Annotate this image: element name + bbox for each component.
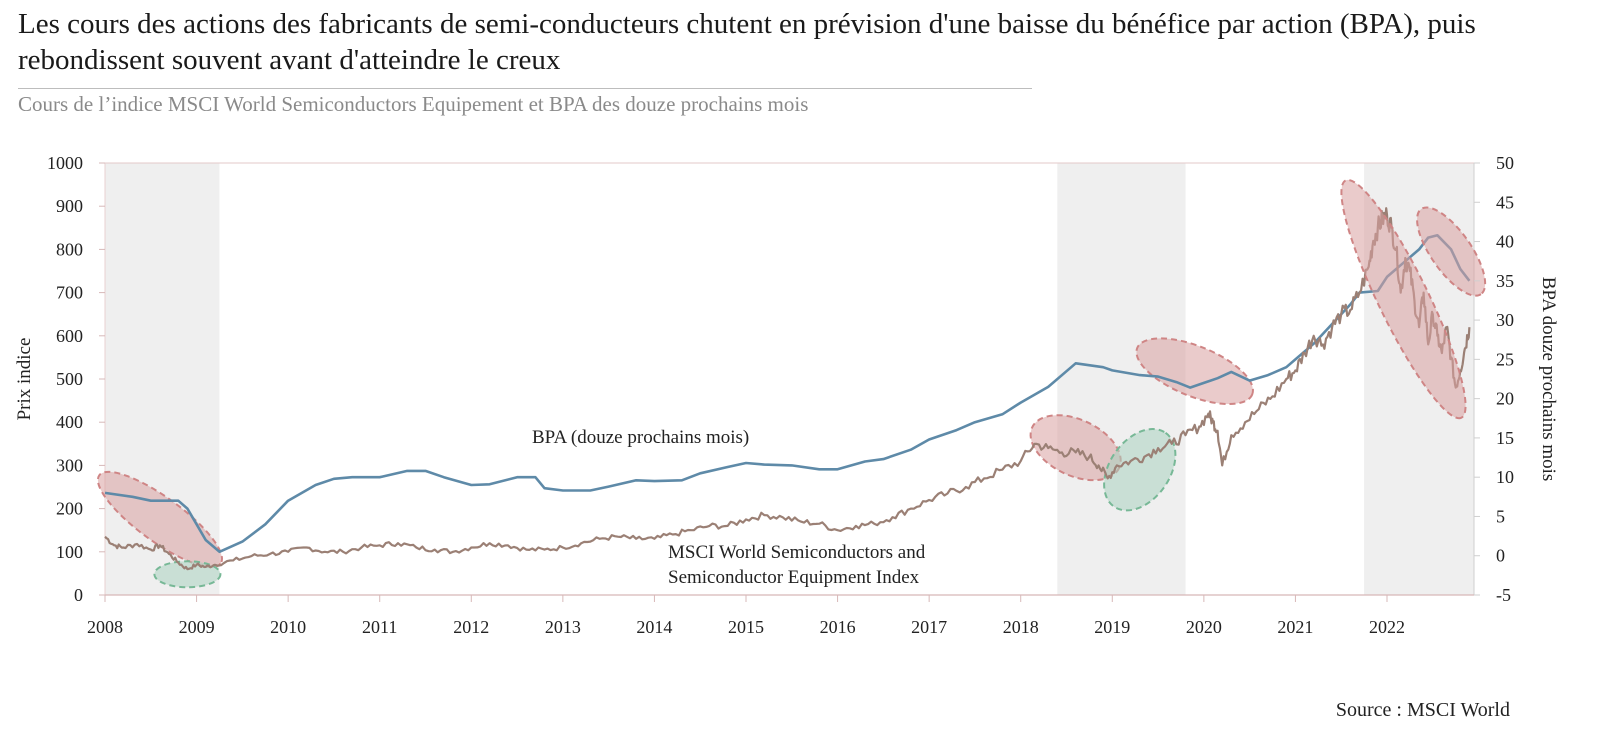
y2-tick-label-5: 20: [1496, 389, 1514, 409]
x-tick-label-2: 2010: [270, 617, 306, 637]
shaded-periods: [105, 163, 1474, 595]
index-series-annotation-line1: MSCI World Semiconductors and: [668, 542, 926, 563]
green-highlight-ellipse-1: [153, 560, 222, 589]
y-axis-label: Prix indice: [14, 338, 35, 421]
y2-tick-label-10: 45: [1496, 192, 1514, 212]
x-axis-ticks: 2008 2009 2010 2011 2012 2013 2014 2015 2016 2017…: [87, 595, 1405, 637]
y2-tick-label-6: 25: [1496, 349, 1514, 369]
eps-series-annotation: BPA (douze prochains mois): [532, 427, 749, 448]
x-tick-label-14: 2022: [1369, 617, 1405, 637]
y2-tick-label-3: 10: [1496, 467, 1514, 487]
highlight-ellipses-front: [1340, 178, 1487, 420]
x-tick-label-13: 2021: [1277, 617, 1313, 637]
x-tick-label-6: 2014: [636, 617, 672, 637]
chart-subtitle: Cours de l’indice MSCI World Semiconduct…: [18, 92, 809, 116]
y-tick-label-0: 0: [74, 585, 83, 605]
source-note: Source : MSCI World: [1335, 699, 1510, 721]
y-tick-label-7: 700: [56, 283, 83, 303]
x-tick-label-9: 2017: [911, 617, 947, 637]
title-divider: [18, 88, 1032, 89]
y-tick-label-5: 500: [56, 369, 83, 389]
chart-area: 0 100 200 300 400 500 600 700 800 900 1000 -5 0 5 10 1…: [14, 153, 1559, 637]
index-line: [104, 207, 1471, 571]
y2-tick-label-7: 30: [1496, 310, 1514, 330]
x-tick-label-8: 2016: [820, 617, 856, 637]
y2-tick-label-9: 40: [1496, 232, 1514, 252]
x-tick-label-1: 2009: [179, 617, 215, 637]
y-tick-label-8: 800: [56, 239, 83, 259]
y-tick-label-9: 900: [56, 196, 83, 216]
y-tick-label-10: 1000: [47, 153, 83, 173]
y-tick-label-6: 600: [56, 326, 83, 346]
y2-tick-label-2: 5: [1496, 506, 1505, 526]
y2-tick-label-0: -5: [1496, 585, 1511, 605]
x-tick-label-3: 2011: [362, 617, 397, 637]
x-tick-label-4: 2012: [453, 617, 489, 637]
red-highlight-ellipse-5: [1340, 178, 1467, 420]
y2-tick-label-1: 0: [1496, 546, 1505, 566]
x-tick-label-0: 2008: [87, 617, 123, 637]
y2-tick-label-8: 35: [1496, 271, 1514, 291]
right-axis-ticks: -5 0 5 10 15 20 25 30 35 40 45 50: [1474, 153, 1514, 605]
left-axis-ticks: 0 100 200 300 400 500 600 700 800 900 1000: [47, 153, 105, 605]
y-tick-label-2: 200: [56, 499, 83, 519]
chart-frame: [104, 162, 1475, 596]
y2-tick-label-4: 15: [1496, 428, 1514, 448]
x-tick-label-12: 2020: [1186, 617, 1222, 637]
y2-tick-label-11: 50: [1496, 153, 1514, 173]
red-highlight-ellipse-4: [1135, 337, 1254, 406]
red-highlight-ellipse-6: [1416, 206, 1487, 297]
x-tick-label-11: 2019: [1094, 617, 1130, 637]
chart-title: Les cours des actions des fabricants de …: [18, 8, 1476, 76]
y2-axis-label: BPA douze prochains mois: [1538, 277, 1559, 482]
y-tick-label-3: 300: [56, 455, 83, 475]
x-tick-label-7: 2015: [728, 617, 764, 637]
series-lines: [104, 207, 1471, 571]
y-tick-label-1: 100: [56, 542, 83, 562]
x-tick-label-10: 2018: [1003, 617, 1039, 637]
index-series-annotation-line2: Semiconductor Equipment Index: [668, 567, 920, 588]
x-tick-label-5: 2013: [545, 617, 581, 637]
y-tick-label-4: 400: [56, 412, 83, 432]
eps-line: [104, 234, 1471, 554]
